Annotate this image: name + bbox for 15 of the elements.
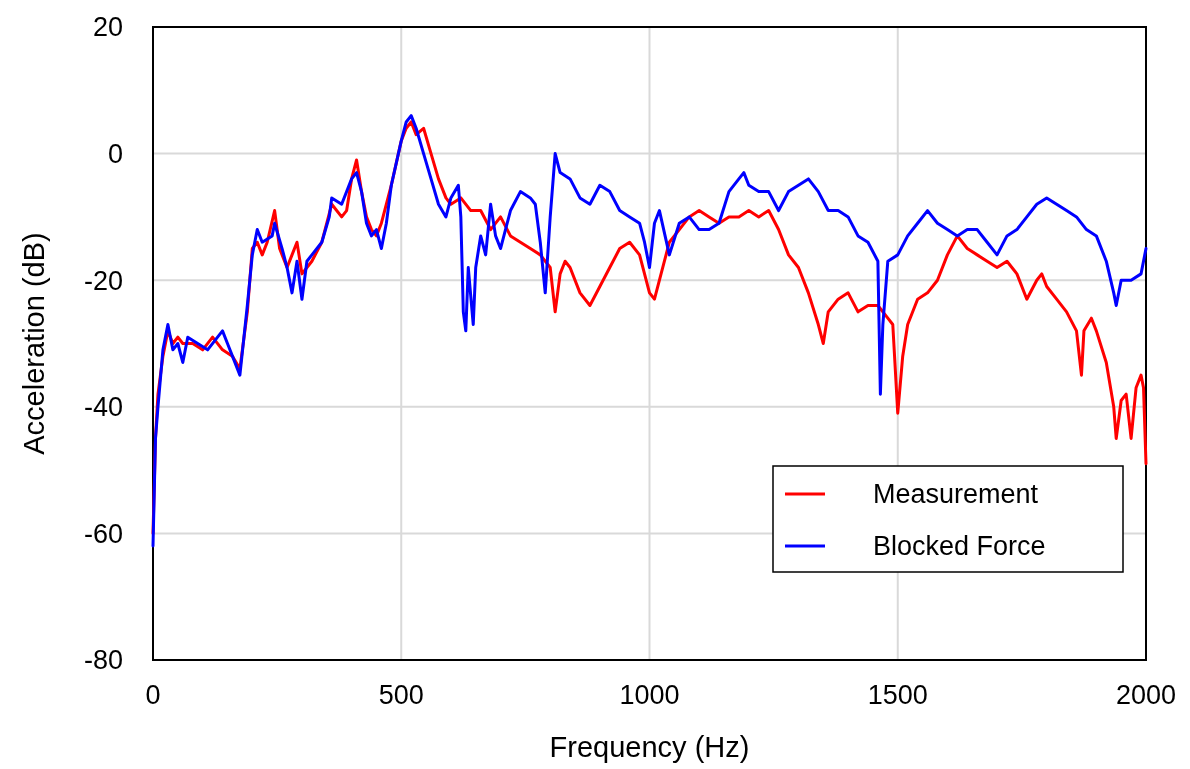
y-tick-label: -60: [83, 518, 123, 549]
x-tick-label: 500: [378, 680, 424, 710]
x-tick-label: 0: [145, 680, 161, 710]
legend-label: Blocked Force: [873, 531, 1046, 562]
y-tick-label: -40: [83, 392, 123, 423]
y-tick-label: 0: [107, 139, 123, 170]
x-tick-label: 1500: [867, 680, 928, 710]
y-tick-label: -80: [83, 645, 123, 676]
x-tick-label: 2000: [1115, 680, 1177, 710]
y-tick-label: 20: [92, 12, 123, 43]
x-tick-label: 1000: [619, 680, 680, 710]
x-axis-title: Frequency (Hz): [549, 731, 750, 763]
y-tick-label: -20: [83, 265, 123, 296]
y-axis-title: Acceleration (dB): [18, 232, 50, 455]
legend-label: Measurement: [873, 479, 1039, 510]
